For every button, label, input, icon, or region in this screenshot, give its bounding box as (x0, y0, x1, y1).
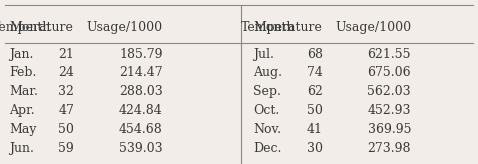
Text: 214.47: 214.47 (119, 66, 163, 80)
Text: Temperature: Temperature (0, 21, 74, 34)
Text: Jun.: Jun. (10, 142, 34, 155)
Text: Feb.: Feb. (10, 66, 37, 80)
Text: 539.03: 539.03 (119, 142, 163, 155)
Text: 273.98: 273.98 (368, 142, 411, 155)
Text: Month: Month (10, 21, 51, 34)
Text: 59: 59 (58, 142, 74, 155)
Text: 41: 41 (307, 123, 323, 136)
Text: 32: 32 (58, 85, 74, 98)
Text: Dec.: Dec. (253, 142, 282, 155)
Text: 50: 50 (307, 104, 323, 117)
Text: 62: 62 (307, 85, 323, 98)
Text: Usage/1000: Usage/1000 (87, 21, 163, 34)
Text: May: May (10, 123, 37, 136)
Text: 424.84: 424.84 (119, 104, 163, 117)
Text: Nov.: Nov. (253, 123, 282, 136)
Text: 675.06: 675.06 (368, 66, 411, 80)
Text: 454.68: 454.68 (119, 123, 163, 136)
Text: Jan.: Jan. (10, 48, 34, 61)
Text: 369.95: 369.95 (368, 123, 411, 136)
Text: 50: 50 (58, 123, 74, 136)
Text: 30: 30 (307, 142, 323, 155)
Text: 24: 24 (58, 66, 74, 80)
Text: 47: 47 (58, 104, 74, 117)
Text: Oct.: Oct. (253, 104, 280, 117)
Text: 288.03: 288.03 (119, 85, 163, 98)
Text: 452.93: 452.93 (368, 104, 411, 117)
Text: 621.55: 621.55 (368, 48, 411, 61)
Text: 562.03: 562.03 (368, 85, 411, 98)
Text: 21: 21 (58, 48, 74, 61)
Text: 74: 74 (307, 66, 323, 80)
Text: 185.79: 185.79 (119, 48, 163, 61)
Text: Apr.: Apr. (10, 104, 35, 117)
Text: Aug.: Aug. (253, 66, 282, 80)
Text: 68: 68 (307, 48, 323, 61)
Text: Sep.: Sep. (253, 85, 281, 98)
Text: Month: Month (253, 21, 295, 34)
Text: Mar.: Mar. (10, 85, 38, 98)
Text: Jul.: Jul. (253, 48, 274, 61)
Text: Usage/1000: Usage/1000 (335, 21, 411, 34)
Text: Temperature: Temperature (241, 21, 323, 34)
